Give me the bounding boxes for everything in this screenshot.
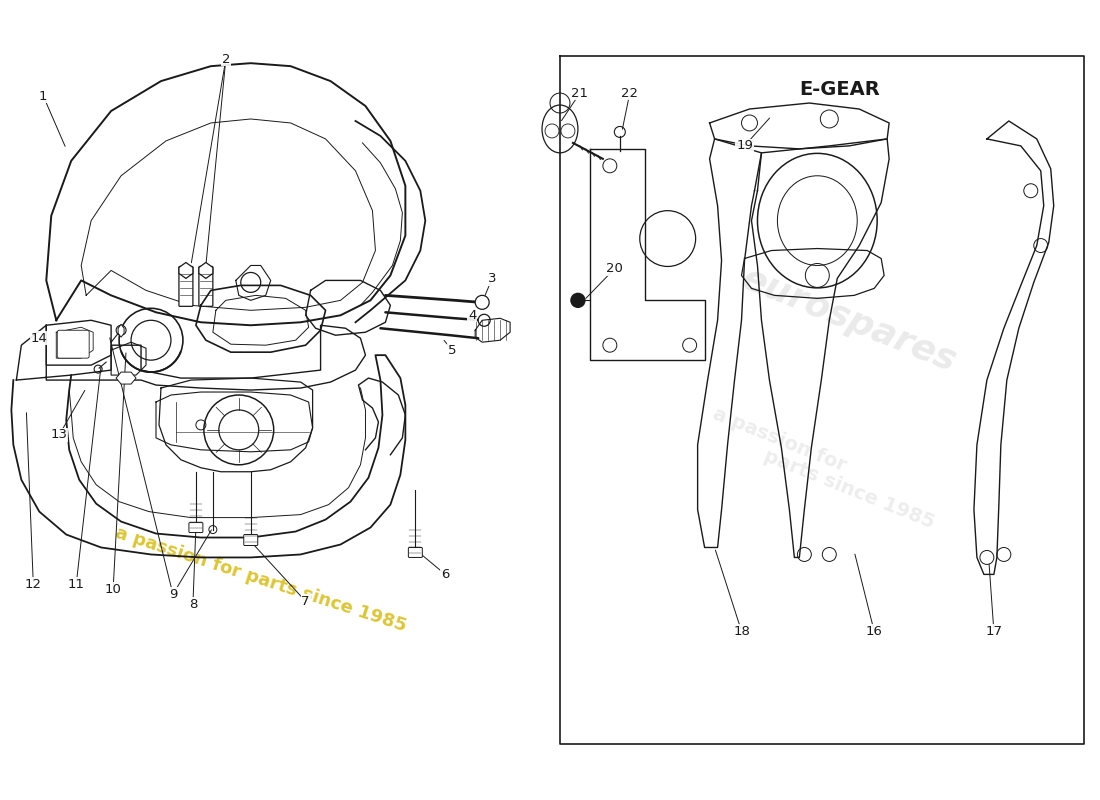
- Text: 7: 7: [301, 594, 310, 608]
- Polygon shape: [118, 324, 124, 338]
- Text: 22: 22: [621, 86, 638, 99]
- Text: parts since 1985: parts since 1985: [761, 446, 937, 533]
- Circle shape: [475, 295, 490, 310]
- Text: 12: 12: [25, 578, 42, 591]
- Text: 8: 8: [189, 598, 197, 610]
- FancyBboxPatch shape: [199, 266, 213, 306]
- Text: eurospares: eurospares: [737, 262, 961, 379]
- Circle shape: [571, 294, 585, 307]
- Text: 9: 9: [168, 588, 177, 601]
- FancyBboxPatch shape: [244, 534, 257, 546]
- Polygon shape: [179, 262, 192, 278]
- Text: 21: 21: [571, 86, 588, 99]
- Text: 1: 1: [39, 90, 47, 102]
- Text: 3: 3: [488, 272, 496, 285]
- Text: 5: 5: [448, 344, 456, 357]
- Text: 17: 17: [986, 625, 1002, 638]
- Text: 18: 18: [733, 625, 750, 638]
- FancyBboxPatch shape: [179, 266, 192, 306]
- Text: 19: 19: [736, 139, 752, 152]
- Text: a passion for parts since 1985: a passion for parts since 1985: [113, 524, 408, 635]
- Text: 14: 14: [31, 332, 47, 345]
- Text: 6: 6: [441, 568, 450, 581]
- FancyBboxPatch shape: [408, 547, 422, 558]
- Text: E-GEAR: E-GEAR: [799, 79, 880, 98]
- Text: 20: 20: [606, 262, 624, 275]
- Circle shape: [478, 314, 491, 326]
- FancyBboxPatch shape: [57, 330, 89, 358]
- Text: 2: 2: [221, 53, 230, 66]
- Polygon shape: [117, 372, 136, 384]
- Text: 4: 4: [468, 309, 476, 322]
- Polygon shape: [199, 262, 213, 278]
- Text: 11: 11: [68, 578, 85, 591]
- Text: 10: 10: [104, 583, 121, 596]
- FancyBboxPatch shape: [189, 522, 202, 533]
- Text: 16: 16: [866, 625, 882, 638]
- Text: 13: 13: [51, 428, 68, 442]
- Text: a passion for: a passion for: [710, 405, 849, 475]
